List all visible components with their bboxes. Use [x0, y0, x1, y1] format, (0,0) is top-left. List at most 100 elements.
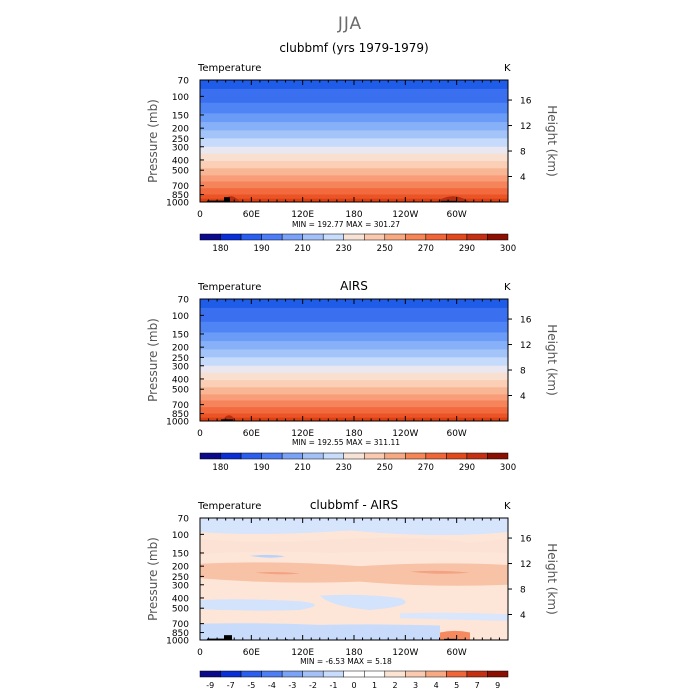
colorbar-swatch [487, 233, 509, 241]
contour-band-7 [200, 365, 508, 374]
y-tick-label: 250 [172, 354, 189, 364]
contour-band-8 [200, 153, 508, 162]
colorbar-swatch [302, 452, 324, 460]
y-tick-label: 700 [172, 620, 189, 630]
colorbar-label: -5 [247, 681, 255, 690]
contour-band-1 [200, 88, 508, 104]
y2-tick-label: 8 [520, 148, 526, 158]
y2-tick-label: 4 [520, 611, 526, 621]
y-tick-label: 500 [172, 386, 189, 396]
y2-tick-label: 4 [520, 392, 526, 402]
colorbar-swatch [364, 452, 386, 460]
contour-field [200, 299, 508, 421]
colorbar-label: 9 [495, 681, 500, 690]
contour-field [200, 80, 508, 202]
contour-band-6 [200, 138, 508, 148]
x-tick-label: 120W [392, 429, 418, 439]
colorbar-swatch [322, 452, 344, 460]
anomaly-contour-9 [200, 623, 440, 640]
y-tick-label: 100 [172, 93, 189, 103]
y-axis-label: Pressure (mb) [146, 318, 160, 402]
colorbar-label: -9 [206, 681, 214, 690]
y-tick-label: 150 [172, 330, 189, 340]
x-tick-label: 60W [446, 210, 466, 220]
y2-axis-label: Height (km) [545, 543, 559, 614]
colorbar-swatch [425, 452, 447, 460]
colorbar-swatch [384, 233, 406, 241]
topography-1 [224, 635, 232, 640]
colorbar: -9 -7 -5 -4 -3 -2 -1 0 1 2 3 4 5 7 9 [199, 670, 509, 690]
x-tick-label: 60E [243, 648, 260, 658]
colorbar-label: 290 [459, 463, 475, 473]
colorbar-swatch [220, 452, 242, 460]
colorbar-swatch [487, 452, 509, 460]
y-tick-label: 500 [172, 167, 189, 177]
colorbar-label: 210 [295, 463, 311, 473]
contour-band-5 [200, 130, 508, 140]
colorbar-label: 210 [295, 244, 311, 254]
colorbar-label: -2 [309, 681, 317, 690]
y-tick-label: 700 [172, 401, 189, 411]
colorbar-swatch [466, 233, 488, 241]
contour-band-11 [200, 394, 508, 402]
colorbar-label: -7 [227, 681, 235, 690]
y-tick-label: 70 [178, 296, 190, 306]
x-tick-label: 60W [446, 429, 466, 439]
anomaly-contour-10 [440, 630, 470, 640]
colorbar-label: 5 [454, 681, 459, 690]
x-tick-label: 180 [345, 210, 362, 220]
colorbar-swatch [281, 452, 303, 460]
contour-band-13 [200, 407, 508, 415]
y-tick-label: 400 [172, 156, 189, 166]
min-max-stats: MIN = 192.77 MAX = 301.27 [292, 220, 400, 229]
chart-title: clubbmf (yrs 1979-1979) [279, 41, 428, 55]
colorbar-label: 0 [351, 681, 356, 690]
x-tick-label: 120W [392, 648, 418, 658]
colorbar-label: 190 [253, 244, 269, 254]
y-tick-label: 1000 [166, 199, 189, 209]
contour-band-1 [200, 307, 508, 323]
colorbar-swatch [240, 233, 262, 241]
y-axis-label: Pressure (mb) [146, 537, 160, 621]
colorbar-swatch [343, 452, 365, 460]
colorbar-swatch [220, 670, 242, 678]
y-tick-label: 250 [172, 573, 189, 583]
y-tick-label: 200 [172, 563, 189, 573]
x-tick-label: 120E [291, 210, 314, 220]
colorbar-swatch [281, 670, 303, 678]
topography-3 [441, 200, 457, 202]
colorbar-swatch [466, 452, 488, 460]
chart-panel-1: clubbmf (yrs 1979-1979) Temperature K Press… [146, 41, 559, 254]
y2-tick-label: 8 [520, 586, 526, 596]
contour-band-2 [200, 102, 508, 115]
y-tick-label: 500 [172, 605, 189, 615]
y-tick-label: 850 [172, 629, 189, 639]
warm-surface-patch-1 [436, 196, 470, 202]
colorbar-label: 270 [418, 244, 434, 254]
colorbar-swatch [302, 670, 324, 678]
colorbar-swatch [446, 233, 468, 241]
colorbar-label: 300 [500, 244, 516, 254]
colorbar-swatch [281, 233, 303, 241]
colorbar-swatch [322, 233, 344, 241]
min-max-stats: MIN = -6.53 MAX = 5.18 [300, 657, 392, 666]
y2-tick-label: 16 [520, 535, 532, 545]
y-tick-label: 70 [178, 515, 190, 525]
x-tick-label: 120E [291, 648, 314, 658]
colorbar: 180 190 210 230 250 270 290 300 [199, 452, 516, 473]
colorbar-swatch [240, 670, 262, 678]
y2-axis-label: Height (km) [545, 105, 559, 176]
colorbar-swatch [199, 233, 221, 241]
x-tick-label: 60W [446, 648, 466, 658]
colorbar-swatch [199, 452, 221, 460]
x-tick-label: 0 [197, 210, 203, 220]
colorbar-label: 250 [377, 463, 393, 473]
contour-band-5 [200, 349, 508, 359]
x-tick-label: 120W [392, 210, 418, 220]
colorbar-swatch [384, 670, 406, 678]
colorbar-swatch [405, 452, 427, 460]
contour-band-3 [200, 332, 508, 342]
anomaly-contour-5 [410, 570, 470, 574]
y-tick-label: 850 [172, 410, 189, 420]
